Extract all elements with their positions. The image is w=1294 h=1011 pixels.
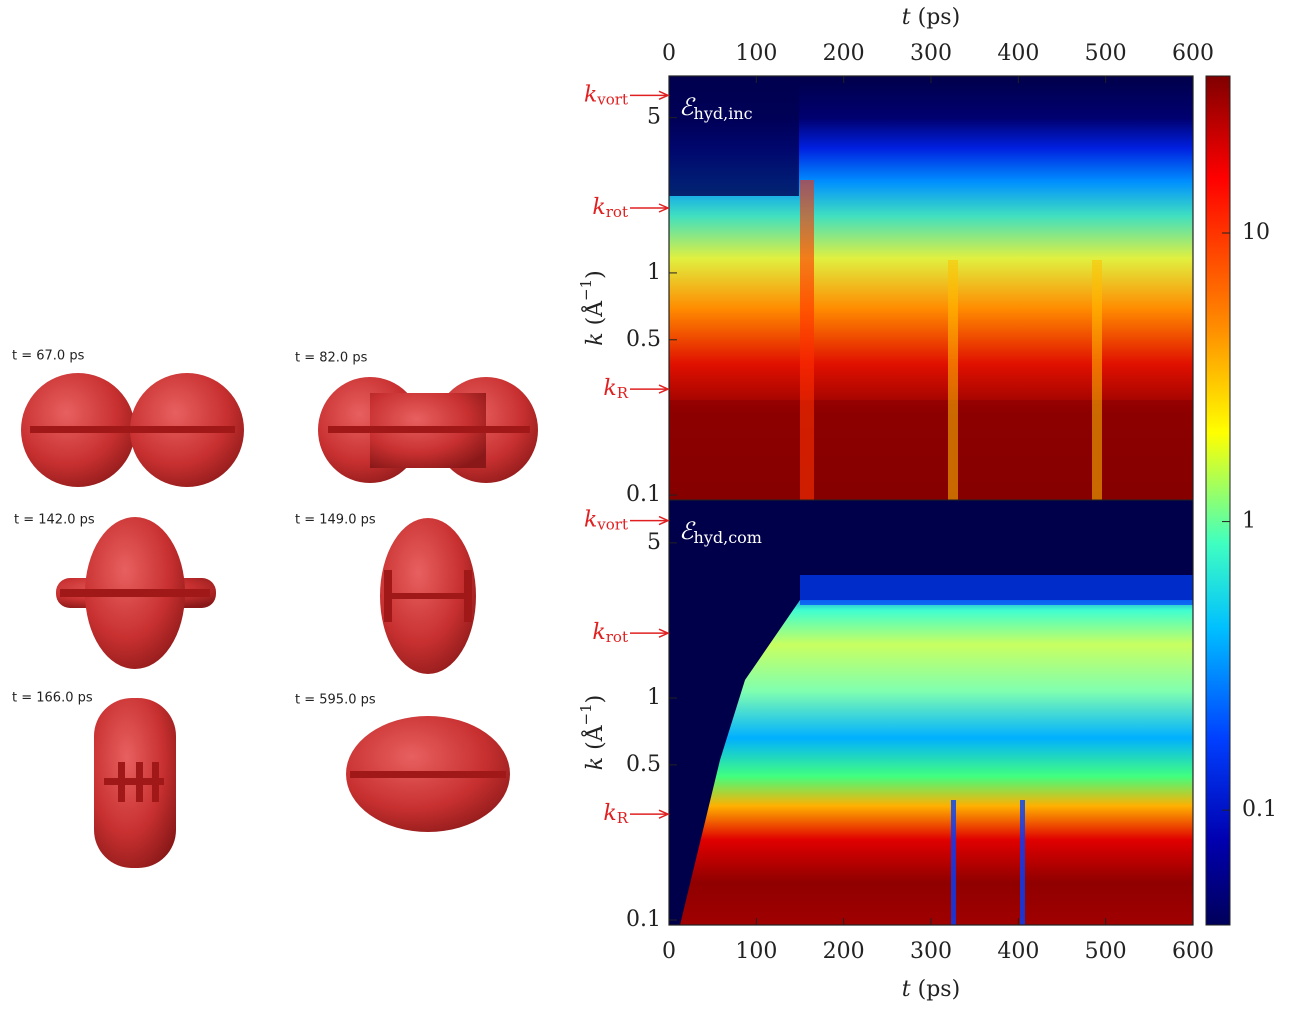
y-tick-label: 0.1 — [626, 907, 661, 932]
x-tick-label: 200 — [823, 41, 865, 66]
annotation: krot — [592, 195, 628, 221]
text-part: vort — [596, 516, 628, 534]
x-tick-label: 0 — [662, 939, 676, 964]
snapshot-label: t = 166.0 ps — [12, 691, 93, 706]
text-part: k — [583, 757, 608, 770]
x-tick-label: 200 — [823, 939, 865, 964]
annotation-arrowhead — [658, 515, 670, 526]
y-axis-label: k (Å−1) — [577, 270, 608, 346]
x-tick-label: 300 — [910, 41, 952, 66]
annotation: kR — [603, 801, 628, 827]
x-axis-label: t (ps) — [902, 5, 960, 30]
text-part: ) — [583, 695, 608, 704]
snapshot-label: t = 142.0 ps — [14, 513, 95, 528]
x-tick-label: 100 — [735, 939, 777, 964]
text-part: −1 — [577, 279, 595, 301]
text-part: rot — [606, 628, 628, 646]
x-tick-label: 0 — [662, 41, 676, 66]
text-part: k — [592, 620, 605, 645]
snapshot-label: t = 67.0 ps — [12, 349, 85, 364]
annotation-arrowhead — [658, 809, 670, 819]
x-tick-label: 300 — [910, 939, 952, 964]
y-tick-label: 0.5 — [626, 752, 661, 777]
text-part: R — [617, 384, 629, 402]
x-tick-label: 500 — [1085, 41, 1127, 66]
y-axis-label: k (Å−1) — [577, 695, 608, 771]
annotation-arrowhead — [658, 628, 670, 638]
y-tick-label: 1 — [647, 685, 661, 710]
text-part: R — [617, 809, 629, 827]
y-tick-label: 5 — [647, 105, 661, 130]
text-part: (ps) — [918, 5, 961, 30]
annotation: krot — [592, 620, 628, 646]
annotation-arrowhead — [658, 384, 670, 394]
text-part: t — [902, 5, 911, 30]
text-part: k — [583, 332, 608, 345]
text-part: (Å — [580, 724, 608, 750]
x-tick-label: 400 — [997, 939, 1039, 964]
x-tick-label: 100 — [735, 41, 777, 66]
snapshot-label: t = 82.0 ps — [295, 351, 368, 366]
text-part: t — [902, 977, 911, 1002]
y-tick-label: 0.1 — [626, 482, 661, 507]
y-tick-label: 1 — [647, 260, 661, 285]
text-part: rot — [606, 203, 628, 221]
annotation-arrowhead — [658, 203, 670, 213]
x-tick-label: 600 — [1172, 939, 1214, 964]
snapshot-label: t = 149.0 ps — [295, 513, 376, 528]
annotation: kvort — [584, 508, 628, 534]
colorbar-tick-label: 1 — [1242, 509, 1256, 534]
text-part: hyd,com — [694, 528, 762, 547]
panel-label: ℰhyd,com — [679, 517, 762, 547]
text-part: −1 — [577, 703, 595, 725]
colorbar-tick-label: 10 — [1242, 220, 1270, 245]
text-part: (ps) — [918, 977, 961, 1002]
text-part: ) — [583, 270, 608, 279]
text-part: ℰ — [679, 93, 696, 121]
x-axis-label: t (ps) — [902, 977, 960, 1002]
text-part: k — [584, 82, 597, 107]
annotation: kR — [603, 376, 628, 402]
colorbar-tick-label: 0.1 — [1242, 797, 1277, 822]
y-tick-label: 0.5 — [626, 327, 661, 352]
text-part: vort — [596, 90, 628, 108]
x-tick-label: 600 — [1172, 41, 1214, 66]
x-tick-label: 400 — [997, 41, 1039, 66]
text-part: k — [603, 801, 616, 826]
text-part: k — [592, 195, 605, 220]
text-part: k — [603, 376, 616, 401]
y-tick-label: 5 — [647, 530, 661, 555]
text-part: ℰ — [679, 517, 696, 545]
panel-label: ℰhyd,inc — [679, 93, 753, 123]
text-part: (Å — [580, 300, 608, 326]
annotation-arrowhead — [658, 90, 670, 101]
snapshot-shapes — [21, 373, 538, 868]
annotation: kvort — [584, 82, 628, 108]
x-tick-label: 500 — [1085, 939, 1127, 964]
heatmap-image — [669, 75, 1231, 926]
text-part: k — [584, 508, 597, 533]
snapshot-label: t = 595.0 ps — [295, 693, 376, 708]
text-part: hyd,inc — [694, 104, 753, 123]
